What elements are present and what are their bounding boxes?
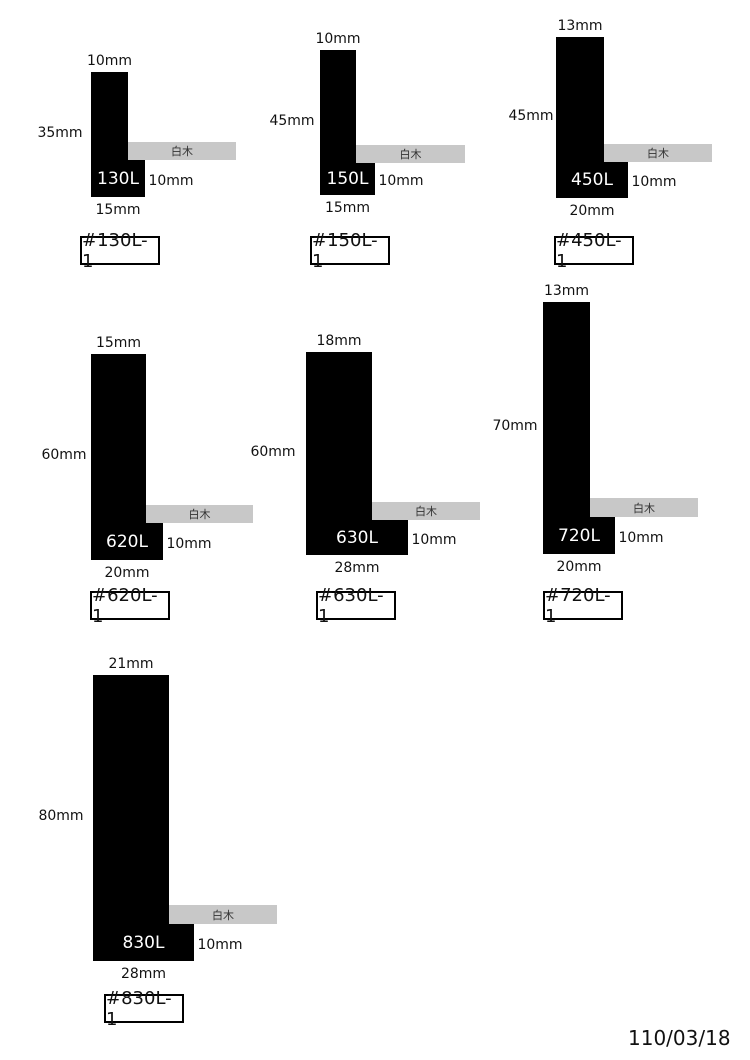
profile-tag: #150L-1 [310,230,390,272]
profile-foot [320,163,375,195]
top-width-label: 10mm [86,53,133,69]
profile-tag: #450L-1 [554,230,634,272]
wood-strip: 白木 [128,142,236,160]
top-width-label: 15mm [95,335,142,351]
wood-strip: 白木 [604,144,712,162]
profile-tag: #130L-1 [80,230,160,272]
wood-strip: 白木 [146,505,253,523]
top-width-label: 21mm [108,656,154,672]
height-label: 35mm [37,124,83,141]
profile-tag: #620L-1 [90,585,170,627]
bottom-width-label: 28mm [120,966,167,982]
lip-height-label: 10mm [148,172,194,189]
wood-strip: 白木 [372,502,480,520]
profile-tag: #630L-1 [316,585,396,627]
top-width-label: 13mm [557,18,603,34]
profile-code: 630L [336,527,378,548]
top-width-label: 13mm [543,283,590,299]
profile-foot [543,517,615,554]
profile-tag: #720L-1 [543,585,623,627]
lip-height-label: 10mm [378,173,424,189]
wood-strip: 白木 [169,905,277,924]
wood-strip: 白木 [356,145,465,163]
profile-bar [93,675,169,961]
height-label: 45mm [508,107,554,124]
profile-foot [91,160,145,197]
lip-height-label: 10mm [166,535,212,552]
lip-height-label: 10mm [411,531,457,548]
profile-foot [556,162,628,198]
bottom-width-label: 15mm [324,200,371,216]
bottom-width-label: 20mm [569,203,615,219]
bottom-width-label: 20mm [104,565,150,581]
date-label: 110/03/18 [628,1026,731,1050]
bottom-width-label: 20mm [556,559,602,575]
height-label: 60mm [250,443,296,460]
lip-height-label: 10mm [618,529,664,546]
wood-strip: 白木 [590,498,698,517]
profile-code: 150L [326,169,369,189]
profile-code: 130L [97,168,139,189]
height-label: 70mm [492,418,538,434]
profile-code: 720L [558,525,600,546]
top-width-label: 18mm [316,333,362,349]
profile-bar [543,302,590,554]
lip-height-label: 10mm [197,936,243,953]
profile-code: 620L [106,531,148,552]
height-label: 80mm [38,808,84,824]
profile-foot [306,520,408,555]
profile-code: 450L [571,170,613,190]
profile-tag: #830L-1 [104,988,184,1030]
bottom-width-label: 15mm [95,202,141,218]
profile-foot [91,523,163,560]
profile-code: 830L [122,932,165,953]
profile-foot [93,924,194,961]
height-label: 45mm [269,112,315,129]
top-width-label: 10mm [315,31,361,47]
bottom-width-label: 28mm [334,560,380,576]
height-label: 60mm [41,447,87,463]
lip-height-label: 10mm [631,174,677,190]
